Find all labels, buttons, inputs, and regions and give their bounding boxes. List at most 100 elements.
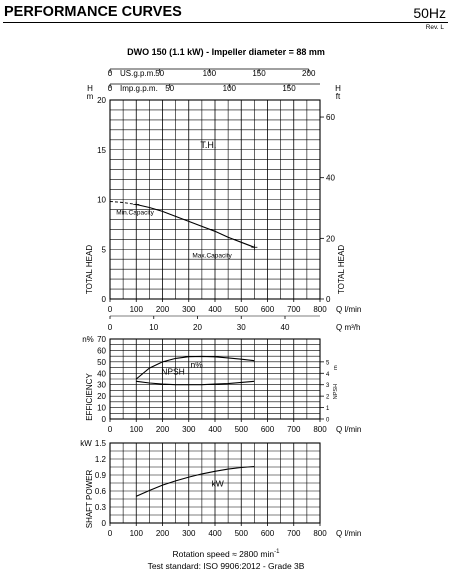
power-y-tick-label: 0	[102, 519, 107, 528]
test-standard-note: Test standard: ISO 9906:2012 - Grade 3B	[147, 561, 305, 571]
eff-x-axis-label: Q l/min	[336, 425, 361, 434]
power-y-tick-label: 0.9	[95, 471, 107, 480]
eff-x-tick-label: 600	[261, 425, 275, 434]
head-y-tick-label: 5	[102, 245, 107, 254]
npsh-series-label: NPSH	[161, 366, 185, 376]
usgpm-axis-label: US.g.p.m.	[120, 69, 156, 78]
head-curve-dashed	[109, 201, 137, 205]
eff-y-axis-label: EFFICIENCY	[85, 373, 94, 421]
power-x-tick-label: 600	[261, 529, 275, 538]
m3h-tick-label: 0	[108, 323, 113, 332]
head-x-tick-label: 500	[235, 305, 249, 314]
head-y-tick-label: 0	[102, 295, 107, 304]
npsh-axis-label: NPSH	[333, 384, 339, 399]
m3h-tick-label: 10	[149, 323, 158, 332]
head-y-tick-label: 20	[97, 96, 106, 105]
head-series-label: T.H.	[200, 140, 216, 150]
eff-y-tick-label: 30	[97, 381, 106, 390]
power-y-tick-label: 1.5	[95, 439, 107, 448]
npsh-tick-label: 0	[326, 418, 330, 424]
head-x-tick-label: 300	[182, 305, 196, 314]
power-x-axis-label: Q l/min	[336, 529, 361, 538]
power-series-label: kW	[211, 479, 223, 489]
eff-y-tick-label: 0	[102, 415, 107, 424]
head-x-tick-label: 0	[108, 305, 113, 314]
usgpm-tick-label: 50	[155, 69, 164, 78]
head-curve	[136, 203, 255, 248]
power-y-tick-label: 0.6	[95, 487, 107, 496]
head-ft-tick-label: 60	[326, 113, 335, 122]
eff-y-tick-label: 20	[97, 392, 106, 401]
head-x-tick-label: 400	[208, 305, 222, 314]
eff-y-tick-label: 70	[97, 335, 106, 344]
usgpm-tick-label: 150	[252, 69, 266, 78]
head-ft-letter: H	[335, 84, 341, 93]
npsh-curve	[136, 380, 255, 386]
usgpm-tick-label: 0	[108, 69, 113, 78]
npsh-tick-label: 1	[326, 406, 330, 412]
head-ft-tick-label: 0	[326, 295, 331, 304]
power-y-axis-label: SHAFT POWER	[85, 470, 94, 529]
min-capacity-label: Min.Capacity	[116, 209, 154, 216]
npsh-axis-unit: m	[333, 365, 339, 370]
impgpm-tick-label: 50	[165, 84, 174, 93]
power-x-tick-label: 700	[287, 529, 301, 538]
npsh-tick-label: 4	[326, 372, 330, 378]
eff-y-tick-label: 50	[97, 358, 106, 367]
chart-title: DWO 150 (1.1 kW) - Impeller diameter = 8…	[127, 47, 325, 57]
head-x-tick-label: 600	[261, 305, 275, 314]
power-x-tick-label: 500	[235, 529, 249, 538]
frequency-label: 50Hz	[413, 5, 446, 21]
eff-x-tick-label: 200	[156, 425, 170, 434]
usgpm-tick-label: 200	[302, 69, 316, 78]
head-y-axis-label: TOTAL HEAD	[85, 245, 94, 294]
head-y-tick-label: 15	[97, 146, 106, 155]
power-x-tick-label: 0	[108, 529, 113, 538]
impgpm-tick-label: 150	[282, 84, 296, 93]
power-curve	[136, 465, 255, 497]
m3h-tick-label: 40	[281, 323, 290, 332]
impgpm-tick-label: 0	[108, 84, 113, 93]
npsh-tick-label: 3	[326, 383, 330, 389]
eff-x-tick-label: 300	[182, 425, 196, 434]
eff-x-tick-label: 700	[287, 425, 301, 434]
max-capacity-label: Max.Capacity	[192, 252, 232, 259]
power-x-tick-label: 200	[156, 529, 170, 538]
rotation-speed-note: Rotation speed ≈ 2800 min-1	[172, 549, 280, 559]
npsh-tick-label: 2	[326, 395, 330, 401]
head-ft-axis-label: TOTAL HEAD	[337, 245, 346, 294]
head-x-tick-label: 800	[313, 305, 327, 314]
impgpm-axis-label: Imp.g.p.m.	[120, 84, 158, 93]
power-x-tick-label: 800	[313, 529, 327, 538]
efficiency-curve	[135, 355, 255, 380]
efficiency-series-label: n%	[190, 360, 203, 370]
power-x-tick-label: 400	[208, 529, 222, 538]
m3h-tick-label: 20	[193, 323, 202, 332]
eff-x-tick-label: 500	[235, 425, 249, 434]
head-x-tick-label: 100	[130, 305, 144, 314]
page-title: PERFORMANCE CURVES	[4, 4, 182, 20]
npsh-tick-label: 5	[326, 360, 330, 366]
power-y-tick-label: 0.3	[95, 503, 107, 512]
revision-label: Rev. L	[425, 24, 444, 31]
head-x-tick-label: 200	[156, 305, 170, 314]
head-ft-tick-label: 20	[326, 234, 335, 243]
eff-x-tick-label: 100	[130, 425, 144, 434]
impgpm-tick-label: 100	[223, 84, 237, 93]
header-rule	[3, 22, 448, 23]
usgpm-tick-label: 100	[203, 69, 217, 78]
eff-y-tick-label: 10	[97, 404, 106, 413]
head-ft-tick-label: 40	[326, 174, 335, 183]
eff-x-tick-label: 400	[208, 425, 222, 434]
head-ft-unit: ft	[336, 92, 341, 101]
eff-x-tick-label: 800	[313, 425, 327, 434]
head-x-axis-label: Q l/min	[336, 305, 361, 314]
head-x-tick-label: 700	[287, 305, 301, 314]
eff-y-tick-label: 60	[97, 346, 106, 355]
eff-x-tick-label: 0	[108, 425, 113, 434]
power-x-tick-label: 100	[130, 529, 144, 538]
head-y-letter: H	[87, 84, 93, 93]
head-y-tick-label: 10	[97, 196, 106, 205]
power-x-tick-label: 300	[182, 529, 196, 538]
